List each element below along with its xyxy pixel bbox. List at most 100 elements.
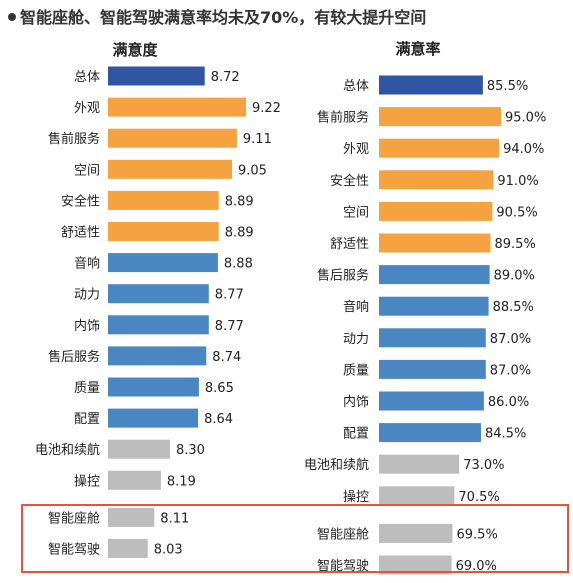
satisfaction-score-value-label: 9.22 (252, 101, 281, 116)
satisfaction-rate-value-label: 90.5% (496, 205, 537, 220)
satisfaction-rate-bar (379, 391, 484, 411)
satisfaction-rate-value-label: 94.0% (503, 142, 544, 157)
satisfaction-rate-bar (379, 296, 489, 316)
satisfaction-rate-category-label: 售前服务 (317, 110, 369, 126)
satisfaction-score-value-label: 8.89 (225, 226, 254, 241)
satisfaction-score-category-label: 配置 (74, 412, 100, 427)
satisfaction-score-value-label: 8.30 (176, 443, 205, 458)
satisfaction-rate-bar (379, 454, 460, 474)
satisfaction-score-value-label: 9.05 (238, 163, 267, 178)
satisfaction-rate-category-label: 配置 (343, 427, 369, 442)
satisfaction-score-bar (108, 190, 219, 210)
satisfaction-score-bar (108, 315, 209, 335)
satisfaction-score-bar (108, 346, 207, 366)
satisfaction-rate-value-label: 70.5% (458, 490, 499, 505)
satisfaction-rate-title: 满意率 (395, 40, 440, 58)
satisfaction-rate-value-label: 84.5% (485, 427, 526, 442)
satisfaction-score-value-label: 8.74 (212, 350, 241, 365)
satisfaction-score-bar (108, 97, 246, 117)
satisfaction-score-category-label: 质量 (74, 381, 100, 396)
satisfaction-score-category-label: 舒适性 (61, 226, 100, 241)
satisfaction-rate-bar (379, 523, 453, 543)
satisfaction-score-bar (108, 408, 199, 428)
satisfaction-score-value-label: 8.65 (205, 381, 234, 396)
satisfaction-score-category-label: 售前服务 (48, 131, 100, 147)
satisfaction-score-category-label: 智能座舱 (48, 511, 100, 526)
satisfaction-rate-bar (379, 107, 501, 127)
satisfaction-score-bar (108, 128, 237, 148)
satisfaction-score-bar (108, 539, 148, 558)
satisfaction-rate-value-label: 73.0% (463, 458, 504, 473)
satisfaction-score-bar (108, 253, 218, 273)
satisfaction-rate-category-label: 总体 (343, 79, 369, 94)
satisfaction-score-category-label: 售后服务 (48, 349, 100, 365)
satisfaction-score-category-label: 音响 (74, 256, 100, 272)
satisfaction-rate-category-label: 电池和续航 (304, 457, 369, 473)
satisfaction-score-value-label: 8.03 (154, 543, 183, 558)
satisfaction-rate-value-label: 91.0% (497, 174, 538, 189)
satisfaction-rate-bar (379, 486, 455, 506)
satisfaction-rate-bar (379, 170, 494, 190)
satisfaction-rate-bar (379, 75, 483, 95)
satisfaction-score-bar (108, 159, 232, 179)
satisfaction-rate-bar (379, 265, 490, 285)
satisfaction-score-category-label: 智能驾驶 (48, 543, 100, 558)
satisfaction-rate-category-label: 动力 (343, 332, 369, 347)
satisfaction-score-category-label: 总体 (74, 70, 100, 85)
satisfaction-rate-category-label: 售后服务 (317, 268, 369, 284)
satisfaction-rate-category-label: 智能驾驶 (317, 559, 369, 574)
satisfaction-score-value-label: 8.72 (211, 70, 240, 85)
satisfaction-rate-category-label: 空间 (343, 205, 369, 220)
satisfaction-score-bar (108, 284, 209, 304)
satisfaction-rate-category-label: 内饰 (343, 394, 369, 410)
satisfaction-rate-category-label: 舒适性 (330, 237, 369, 252)
satisfaction-score-value-label: 8.11 (160, 511, 189, 526)
satisfaction-score-category-label: 电池和续航 (35, 442, 100, 458)
satisfaction-rate-value-label: 85.5% (487, 79, 528, 94)
satisfaction-score-category-label: 安全性 (61, 193, 100, 209)
satisfaction-rate-value-label: 87.0% (490, 332, 531, 347)
satisfaction-rate-bar (379, 138, 500, 158)
satisfaction-rate-value-label: 89.0% (494, 269, 535, 284)
satisfaction-rate-value-label: 86.0% (488, 395, 529, 410)
satisfaction-score-bar (108, 222, 219, 241)
satisfaction-rate-value-label: 69.0% (456, 559, 497, 574)
satisfaction-rate-value-label: 69.5% (457, 527, 498, 542)
satisfaction-rate-value-label: 95.0% (505, 111, 546, 126)
satisfaction-rate-bar (379, 359, 486, 379)
satisfaction-rate-category-label: 音响 (343, 299, 369, 315)
satisfaction-score-category-label: 动力 (74, 288, 100, 303)
highlight-box (21, 504, 569, 573)
satisfaction-score-value-label: 8.64 (204, 412, 233, 427)
satisfaction-score-bar (108, 470, 161, 490)
satisfaction-rate-category-label: 外观 (343, 142, 369, 157)
satisfaction-rate-category-label: 操控 (343, 489, 369, 505)
satisfaction-score-bar (108, 439, 170, 459)
bullet-dot (8, 12, 16, 21)
satisfaction-rate-value-label: 87.0% (490, 363, 531, 378)
satisfaction-rate-category-label: 智能座舱 (317, 527, 369, 542)
satisfaction-score-category-label: 内饰 (74, 318, 100, 334)
satisfaction-rate-category-label: 安全性 (330, 173, 369, 189)
satisfaction-score-value-label: 8.77 (215, 288, 244, 303)
satisfaction-score-value-label: 9.11 (243, 132, 272, 147)
headline: 智能座舱、智能驾驶满意率均未及70%，有较大提升空间 (8, 5, 568, 31)
satisfaction-score-title: 满意度 (112, 41, 158, 59)
satisfaction-rate-bar (379, 233, 491, 253)
satisfaction-rate-value-label: 88.5% (493, 300, 534, 315)
satisfaction-score-category-label: 外观 (74, 101, 100, 116)
satisfaction-score-category-label: 空间 (74, 163, 100, 178)
satisfaction-score-category-label: 操控 (74, 473, 100, 489)
satisfaction-rate-category-label: 质量 (343, 363, 369, 378)
satisfaction-score-value-label: 8.19 (167, 474, 196, 489)
satisfaction-rate-bar (379, 555, 452, 575)
headline-text: 智能座舱、智能驾驶满意率均未及70%，有较大提升空间 (20, 8, 427, 27)
satisfaction-score-bar (108, 507, 155, 527)
satisfaction-rate-bar (379, 201, 493, 221)
satisfaction-score-bar (108, 66, 205, 86)
satisfaction-rate-value-label: 89.5% (495, 237, 536, 252)
satisfaction-rate-bar (379, 423, 481, 443)
satisfaction-score-value-label: 8.88 (224, 257, 253, 272)
satisfaction-score-bar (108, 377, 199, 397)
